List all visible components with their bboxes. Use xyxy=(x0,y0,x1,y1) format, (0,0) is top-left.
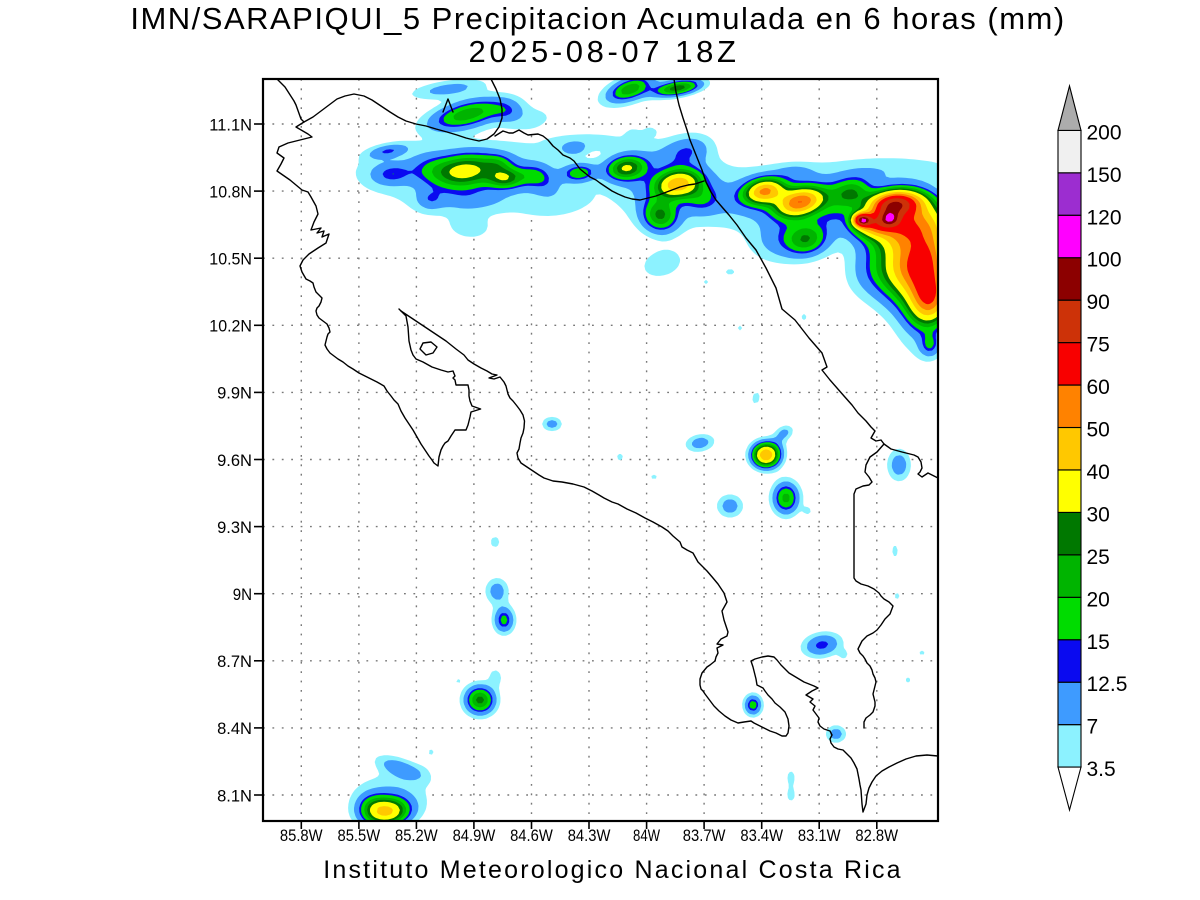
svg-text:3.5: 3.5 xyxy=(1087,758,1116,781)
svg-text:84.9W: 84.9W xyxy=(453,826,496,845)
svg-text:9.3N: 9.3N xyxy=(217,518,252,537)
svg-text:83.7W: 83.7W xyxy=(683,826,726,845)
svg-text:83.1W: 83.1W xyxy=(798,826,841,845)
svg-text:85.2W: 85.2W xyxy=(395,826,438,845)
svg-text:83.4W: 83.4W xyxy=(740,826,783,845)
svg-text:200: 200 xyxy=(1087,121,1122,144)
svg-text:82.8W: 82.8W xyxy=(855,826,898,845)
svg-text:10.5N: 10.5N xyxy=(209,250,252,269)
svg-text:90: 90 xyxy=(1087,291,1110,314)
svg-text:7: 7 xyxy=(1087,716,1099,739)
svg-text:10.2N: 10.2N xyxy=(209,317,252,336)
svg-text:84.3W: 84.3W xyxy=(568,826,611,845)
svg-text:25: 25 xyxy=(1087,546,1110,569)
svg-text:40: 40 xyxy=(1087,461,1110,484)
svg-text:120: 120 xyxy=(1087,206,1122,229)
svg-text:8.7N: 8.7N xyxy=(217,652,252,671)
svg-text:8.1N: 8.1N xyxy=(217,786,252,805)
svg-text:75: 75 xyxy=(1087,334,1110,357)
svg-text:85.8W: 85.8W xyxy=(280,826,323,845)
svg-text:15: 15 xyxy=(1087,631,1110,654)
svg-text:9.6N: 9.6N xyxy=(217,451,252,470)
svg-text:11.1N: 11.1N xyxy=(209,115,252,134)
svg-text:30: 30 xyxy=(1087,503,1110,526)
svg-text:150: 150 xyxy=(1087,164,1122,187)
svg-text:84.6W: 84.6W xyxy=(510,826,553,845)
svg-text:12.5: 12.5 xyxy=(1087,673,1128,696)
svg-text:9.9N: 9.9N xyxy=(217,384,252,403)
svg-text:60: 60 xyxy=(1087,376,1110,399)
svg-text:10.8N: 10.8N xyxy=(209,182,252,201)
svg-text:84W: 84W xyxy=(633,826,660,845)
svg-text:Instituto Meteorologico Nacion: Instituto Meteorologico Nacional Costa R… xyxy=(323,856,903,884)
svg-text:2025-08-07 18Z: 2025-08-07 18Z xyxy=(468,34,739,69)
svg-text:9N: 9N xyxy=(233,585,252,604)
svg-text:20: 20 xyxy=(1087,588,1110,611)
svg-text:100: 100 xyxy=(1087,249,1122,272)
svg-text:85.5W: 85.5W xyxy=(338,826,381,845)
svg-text:50: 50 xyxy=(1087,419,1110,442)
svg-text:IMN/SARAPIQUI_5 Precipitacion: IMN/SARAPIQUI_5 Precipitacion Acumulada … xyxy=(130,1,1065,36)
svg-text:8.4N: 8.4N xyxy=(217,719,252,738)
